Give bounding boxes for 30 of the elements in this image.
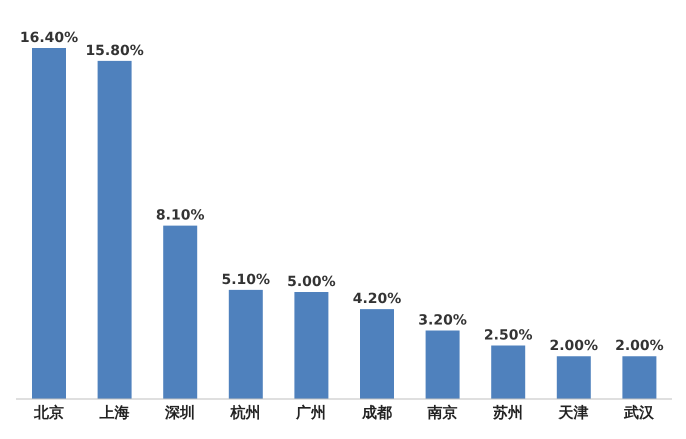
- bar: [426, 330, 460, 399]
- x-tick-label: 苏州: [492, 404, 523, 422]
- data-label: 5.00%: [287, 274, 336, 290]
- x-tick-label: 南京: [426, 404, 458, 422]
- data-label: 8.10%: [156, 208, 204, 224]
- bar: [491, 345, 526, 399]
- bar: [32, 48, 66, 399]
- data-label: 5.10%: [222, 272, 270, 288]
- x-tick-label: 广州: [295, 404, 326, 422]
- x-tick-label: 上海: [98, 404, 130, 422]
- bar: [98, 60, 132, 399]
- x-tick-label: 深圳: [164, 404, 195, 422]
- data-label: 2.00%: [615, 338, 664, 354]
- bar: [294, 292, 328, 399]
- bar: [556, 356, 591, 399]
- bar: [622, 356, 656, 399]
- bar: [163, 226, 198, 399]
- data-label: 2.00%: [550, 338, 598, 354]
- data-label: 16.40%: [20, 30, 78, 46]
- data-label: 3.20%: [418, 312, 467, 329]
- bar: [228, 290, 263, 399]
- x-tick-label: 武汉: [623, 404, 656, 422]
- x-tick-label: 北京: [32, 404, 64, 422]
- data-label: 15.80%: [85, 42, 144, 59]
- data-label: 2.50%: [484, 327, 532, 344]
- bar: [360, 309, 394, 399]
- x-tick-label: 杭州: [230, 404, 261, 422]
- x-tick-label: 天津: [558, 404, 589, 422]
- data-label: 4.20%: [352, 291, 402, 308]
- x-tick-label: 成都: [360, 404, 392, 422]
